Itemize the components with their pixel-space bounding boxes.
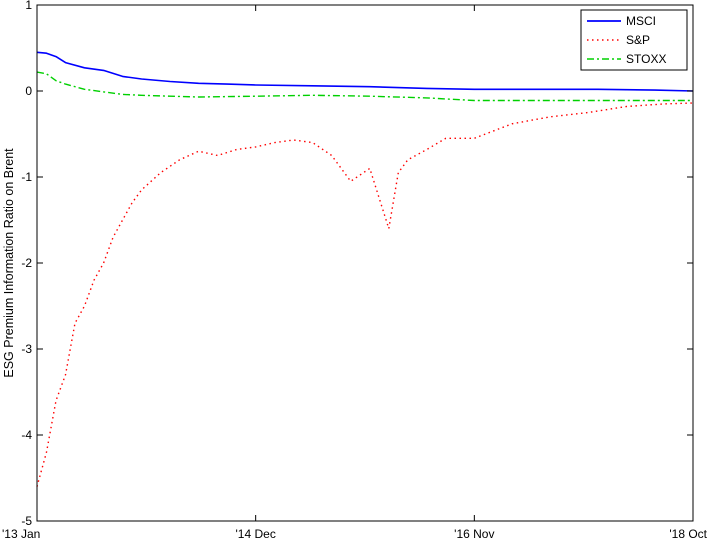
x-tick-label: '13 Jan xyxy=(2,527,40,541)
x-tick-label: '14 Dec xyxy=(236,527,276,541)
y-axis-label: ESG Premium Information Ratio on Brent xyxy=(2,148,16,378)
legend-box xyxy=(580,9,688,71)
y-tick-label: -4 xyxy=(21,428,32,442)
x-tick-label: '16 Nov xyxy=(454,527,494,541)
series-line-msci xyxy=(36,51,694,92)
legend-label: MSCI xyxy=(626,14,656,28)
legend-label: STOXX xyxy=(626,52,666,66)
y-tick-label: -2 xyxy=(21,256,32,270)
y-tick-label: 1 xyxy=(25,0,32,12)
y-tick-label: -1 xyxy=(21,170,32,184)
series-layer xyxy=(36,51,694,487)
x-tick-label: '18 Oct xyxy=(669,527,707,541)
series-line-stoxx xyxy=(36,71,693,102)
y-tick-label: 0 xyxy=(25,84,32,98)
legend: MSCI S&P STOXX xyxy=(580,9,688,71)
y-tick-label: -5 xyxy=(21,514,32,528)
series-line-s-p xyxy=(36,102,694,487)
legend-label: S&P xyxy=(626,33,650,47)
y-tick-label: -3 xyxy=(21,342,32,356)
plot-background xyxy=(37,5,693,521)
